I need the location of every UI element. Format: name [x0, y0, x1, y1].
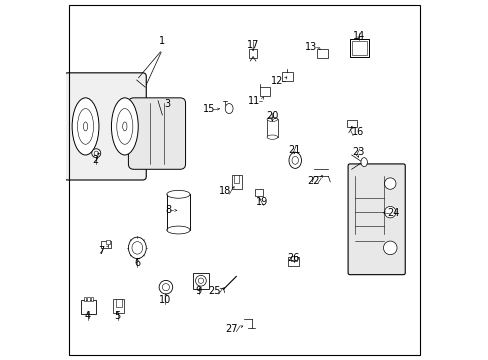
Text: 22: 22 [306, 176, 319, 186]
FancyBboxPatch shape [64, 73, 146, 180]
Bar [254, 189, 262, 196]
Text: 19: 19 [255, 197, 267, 207]
Bar [266, 119, 277, 137]
Bar [349, 39, 368, 57]
Bar [87, 297, 89, 301]
Text: 26: 26 [287, 253, 299, 263]
FancyBboxPatch shape [128, 98, 185, 169]
Text: 25: 25 [207, 287, 220, 296]
Ellipse shape [162, 284, 169, 291]
Text: 6: 6 [134, 258, 140, 268]
Bar [259, 87, 270, 96]
Bar [231, 175, 241, 189]
Text: 16: 16 [351, 127, 363, 138]
Text: 4: 4 [85, 311, 91, 321]
Ellipse shape [166, 190, 190, 198]
Text: 18: 18 [218, 186, 230, 197]
Text: 13: 13 [304, 42, 316, 52]
Text: 8: 8 [165, 205, 171, 215]
Text: 10: 10 [159, 295, 171, 305]
Ellipse shape [266, 117, 277, 121]
Text: 24: 24 [386, 208, 399, 218]
Bar [282, 72, 292, 81]
Ellipse shape [166, 226, 190, 234]
Ellipse shape [266, 135, 277, 139]
Ellipse shape [72, 98, 99, 155]
Ellipse shape [195, 275, 206, 286]
Text: 21: 21 [288, 145, 300, 155]
Ellipse shape [384, 178, 395, 189]
Text: 17: 17 [246, 40, 259, 50]
Ellipse shape [159, 280, 172, 294]
Text: 7: 7 [98, 247, 104, 256]
Text: 1: 1 [159, 36, 165, 46]
Bar [233, 175, 239, 183]
Bar [351, 41, 366, 55]
Bar [166, 194, 190, 230]
Text: 15: 15 [203, 104, 215, 114]
Ellipse shape [122, 122, 127, 131]
Text: 3: 3 [164, 99, 170, 109]
Ellipse shape [288, 152, 301, 168]
Ellipse shape [384, 206, 395, 218]
Ellipse shape [111, 98, 138, 155]
Ellipse shape [77, 109, 93, 144]
Text: 11: 11 [248, 96, 260, 106]
Bar [81, 300, 95, 314]
Bar [101, 241, 111, 248]
Bar [113, 298, 124, 313]
Text: 14: 14 [352, 31, 364, 41]
Ellipse shape [198, 278, 203, 283]
Text: 5: 5 [114, 311, 121, 321]
Bar [106, 240, 110, 244]
Ellipse shape [225, 104, 233, 113]
Bar [290, 256, 296, 261]
Ellipse shape [128, 237, 146, 258]
Ellipse shape [132, 242, 142, 254]
Text: 20: 20 [265, 111, 278, 121]
Ellipse shape [117, 109, 133, 144]
Bar [248, 49, 257, 58]
Bar [91, 297, 93, 301]
Bar [316, 49, 327, 58]
Text: 2: 2 [92, 155, 99, 165]
Bar [346, 120, 357, 127]
Bar [115, 299, 122, 307]
Text: 23: 23 [351, 147, 364, 157]
Ellipse shape [360, 158, 366, 167]
FancyBboxPatch shape [347, 164, 405, 275]
Bar [83, 297, 86, 301]
Ellipse shape [83, 122, 87, 131]
Text: 9: 9 [195, 286, 202, 296]
Text: 27: 27 [225, 324, 238, 334]
Bar [192, 273, 208, 289]
Ellipse shape [383, 241, 396, 255]
Ellipse shape [92, 149, 101, 158]
Text: 12: 12 [270, 76, 283, 86]
Ellipse shape [291, 157, 298, 164]
Ellipse shape [94, 151, 98, 156]
Bar [288, 257, 299, 266]
